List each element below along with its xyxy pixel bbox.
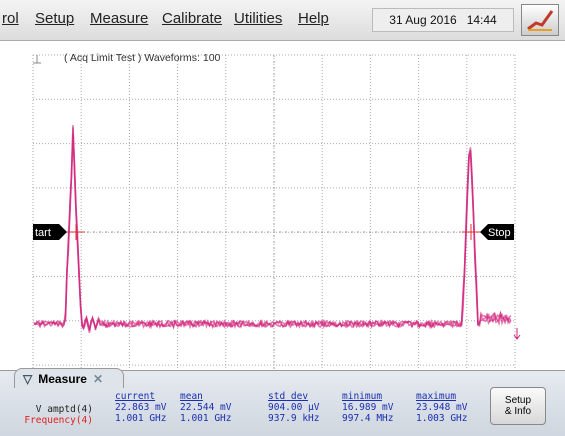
date-time: 31 Aug 2016 14:44: [372, 8, 514, 32]
waveform: [33, 125, 512, 333]
measure-value: 1.001 GHz: [115, 413, 167, 424]
measure-column: current 22.863 mV 1.001 GHz: [115, 391, 166, 424]
menu-item[interactable]: rol: [2, 10, 19, 27]
menu-item[interactable]: Help: [298, 10, 329, 27]
measure-value: 16.989 mV: [342, 402, 394, 413]
measure-value: 22.544 mV: [180, 402, 232, 413]
graticule: ( Acq Limit Test ) Waveforms: 100 tart S…: [32, 52, 521, 370]
measure-column: std dev 904.00 µV 937.9 kHz: [268, 391, 319, 424]
column-header[interactable]: maximum: [416, 391, 457, 402]
measure-value: 904.00 µV: [268, 402, 320, 413]
waveform: [33, 127, 512, 331]
measure-value: 997.4 MHz: [342, 413, 394, 424]
measure-tab[interactable]: ▽ Measure ✕: [14, 368, 124, 388]
logo-icon: [527, 10, 554, 31]
measure-column: maximum 23.948 mV 1.003 GHz: [416, 391, 467, 424]
column-header[interactable]: current: [115, 391, 156, 402]
row-label: V amptd(4): [35, 404, 93, 415]
column-header[interactable]: minimum: [342, 391, 383, 402]
tab-title: Measure: [38, 371, 87, 386]
measure-value: 1.003 GHz: [416, 413, 468, 424]
stop-label: Stop: [488, 227, 511, 239]
menu-item[interactable]: Calibrate: [162, 10, 223, 27]
menu-bar: rol Setup Measure Calibrate Utilities He…: [0, 0, 565, 41]
menu-item[interactable]: Utilities: [234, 10, 283, 27]
measure-value: 937.9 kHz: [268, 413, 320, 424]
setup-info-button[interactable]: Setup & Info: [490, 387, 546, 425]
stop-marker[interactable]: [480, 224, 514, 240]
date: 31 Aug 2016: [389, 13, 457, 27]
waveform: [33, 133, 512, 332]
start-marker[interactable]: [33, 224, 67, 240]
button-text: Setup: [504, 395, 532, 406]
column-header[interactable]: mean: [180, 391, 203, 402]
button-text: & Info: [504, 406, 532, 417]
measure-column: mean 22.544 mV 1.001 GHz: [180, 391, 231, 424]
logo-button[interactable]: [521, 4, 559, 36]
measure-value: 22.863 mV: [115, 402, 167, 413]
measure-panel: ▽ Measure ✕ V amptd(4) Frequency(4) curren…: [0, 368, 565, 436]
column-header[interactable]: std dev: [268, 391, 309, 402]
menu-item[interactable]: Setup: [35, 10, 75, 27]
row-label: Frequency(4): [24, 415, 93, 426]
menu-item[interactable]: Measure: [90, 10, 149, 27]
status-text: ( Acq Limit Test ) Waveforms: 100: [64, 52, 221, 64]
time: 14:44: [466, 13, 497, 27]
measure-column: minimum 16.989 mV 997.4 MHz: [342, 391, 393, 424]
measure-value: 23.948 mV: [416, 402, 468, 413]
measure-value: 1.001 GHz: [180, 413, 232, 424]
start-label: tart: [35, 227, 51, 239]
